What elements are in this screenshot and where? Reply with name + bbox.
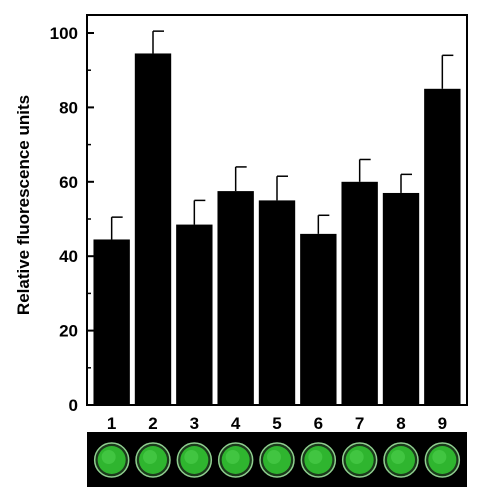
- bar-9: [424, 88, 461, 406]
- bar-1: [93, 239, 130, 405]
- y-tick-label: 80: [59, 98, 78, 117]
- bar-7: [341, 181, 378, 405]
- bar-4: [217, 191, 254, 405]
- well-highlight: [101, 450, 116, 464]
- well-highlight: [184, 450, 199, 464]
- error-bars-group: [110, 30, 454, 240]
- x-tick-label: 1: [107, 414, 116, 433]
- x-tick-label: 2: [148, 414, 157, 433]
- wells-group: [93, 442, 461, 478]
- well-strip-image: [87, 432, 467, 487]
- y-tick-label: 0: [69, 396, 78, 415]
- x-tick-label: 7: [355, 414, 364, 433]
- plot-area: 0 20 40 60 80 100 1 2 3 4 5 6 7 8 9: [50, 14, 468, 433]
- well-highlight: [432, 450, 447, 464]
- bar-5: [258, 200, 296, 405]
- well-highlight: [143, 450, 157, 464]
- y-tick-label: 20: [59, 322, 78, 341]
- y-axis-ticks: 0 20 40 60 80 100: [50, 24, 94, 415]
- x-tick-label: 9: [438, 414, 447, 433]
- well-highlight: [349, 450, 364, 464]
- y-tick-label: 40: [59, 247, 78, 266]
- x-tick-label: 6: [314, 414, 323, 433]
- x-tick-label: 3: [190, 414, 199, 433]
- bar-6: [300, 233, 337, 405]
- x-tick-labels: 1 2 3 4 5 6 7 8 9: [107, 414, 447, 433]
- well-highlight: [308, 450, 323, 464]
- y-axis-title: Relative fluorescence units: [14, 95, 33, 315]
- bar-3: [176, 224, 213, 405]
- well-highlight: [391, 450, 405, 464]
- y-tick-label: 100: [50, 24, 78, 43]
- bar-2: [134, 53, 172, 406]
- bar-8: [382, 192, 420, 405]
- well-highlight: [267, 450, 281, 464]
- y-tick-label: 60: [59, 173, 78, 192]
- x-tick-label: 4: [231, 414, 241, 433]
- x-tick-label: 5: [272, 414, 281, 433]
- well-highlight: [225, 450, 240, 464]
- x-tick-label: 8: [396, 414, 405, 433]
- bars-group: [93, 53, 461, 406]
